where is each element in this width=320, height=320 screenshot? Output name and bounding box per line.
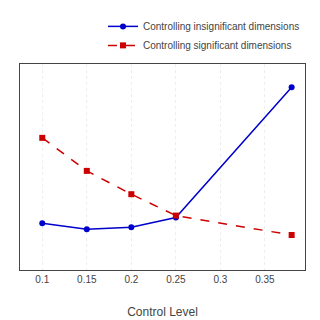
svg-text:0.35: 0.35 [255,274,275,285]
svg-text:0.15: 0.15 [77,274,97,285]
svg-text:Controlling insignificant dime: Controlling insignificant dimensions [143,21,299,32]
svg-text:0.25: 0.25 [166,274,186,285]
svg-text:0.1: 0.1 [35,274,49,285]
svg-text:0.3: 0.3 [213,274,227,285]
svg-text:Control Level: Control Level [127,305,198,319]
svg-text:Controlling significant dimens: Controlling significant dimensions [143,40,291,51]
svg-text:0.2: 0.2 [124,274,138,285]
